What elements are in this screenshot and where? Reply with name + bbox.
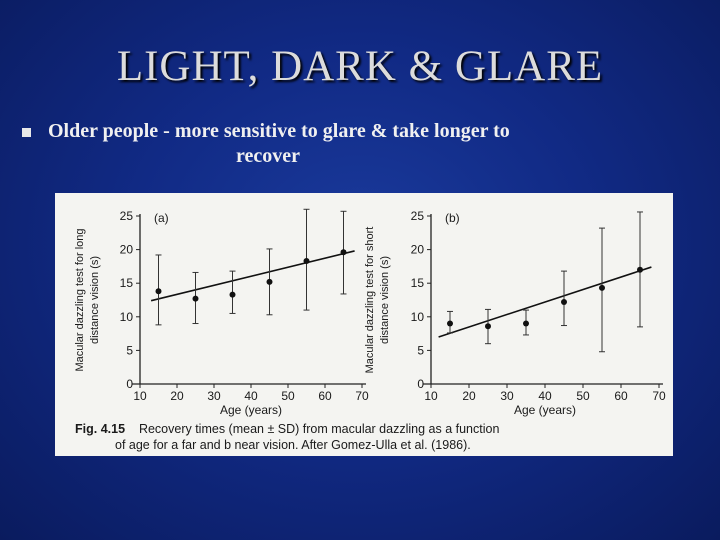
y-tick-label: 15 <box>120 276 134 290</box>
y-tick-label: 0 <box>417 377 424 391</box>
caption-line-2: of age for a far and b near vision. Afte… <box>115 438 471 452</box>
y-tick-label: 15 <box>411 276 425 290</box>
data-point <box>599 284 605 291</box>
data-point <box>266 278 273 285</box>
x-tick-label: 40 <box>538 389 552 403</box>
caption-prefix: Fig. 4.15 <box>75 422 126 436</box>
y-axis-label-line-1: Macular dazzling test for short <box>364 227 376 374</box>
y-tick-label: 10 <box>120 310 134 324</box>
x-tick-label: 60 <box>614 389 628 403</box>
x-tick-label: 70 <box>355 389 369 403</box>
square-bullet-icon <box>22 128 31 137</box>
x-tick-label: 30 <box>500 389 514 403</box>
data-point <box>229 291 236 298</box>
y-tick-label: 0 <box>126 377 133 391</box>
y-tick-label: 20 <box>411 243 425 257</box>
x-axis-label: Age (years) <box>220 403 282 417</box>
bullet-text-line-2: recover <box>236 145 301 167</box>
trend-line <box>438 266 652 338</box>
chart-panel-a: 0 5 10 15 20 25 10 20 30 40 50 60 70 Age (years) Macul… <box>74 208 369 417</box>
x-tick-label: 10 <box>133 389 147 403</box>
x-tick-label: 70 <box>652 389 666 403</box>
x-tick-label: 40 <box>244 389 258 403</box>
y-tick-label: 25 <box>411 209 425 223</box>
x-tick-label: 30 <box>207 389 221 403</box>
chart-panel-b: 0 5 10 15 20 25 10 20 30 40 50 60 70 Age (years) Macul… <box>364 209 666 417</box>
data-point <box>303 258 310 265</box>
x-tick-label: 50 <box>576 389 590 403</box>
y-tick-label: 5 <box>126 343 133 357</box>
y-tick-label: 5 <box>417 343 424 357</box>
trend-line <box>150 250 355 302</box>
data-point <box>523 320 529 327</box>
data-point <box>155 288 162 295</box>
x-tick-label: 60 <box>318 389 332 403</box>
caption-line-1: Fig. 4.15 Recovery times (mean ± SD) fro… <box>75 421 665 437</box>
y-axis-label-line-1: Macular dazzling test for long <box>74 228 86 371</box>
y-tick-label: 20 <box>120 243 134 257</box>
y-axis-label-line-2: distance vision (s) <box>89 256 101 344</box>
x-tick-label: 50 <box>281 389 295 403</box>
slide-title: LIGHT, DARK & GLARE <box>116 43 604 90</box>
data-point <box>561 299 567 306</box>
panel-label: (b) <box>445 211 460 225</box>
data-point <box>340 249 347 256</box>
y-axis-label-line-2: distance vision (s) <box>379 256 391 344</box>
x-axis-label: Age (years) <box>514 403 576 417</box>
figure-caption: Fig. 4.15 Recovery times (mean ± SD) fro… <box>75 421 665 453</box>
data-point <box>447 320 453 327</box>
data-point <box>637 266 643 273</box>
x-tick-label: 20 <box>462 389 476 403</box>
data-point <box>192 295 199 302</box>
y-tick-label: 25 <box>120 209 134 223</box>
bullet-text: Older people - more sensitive to glare &… <box>48 119 648 169</box>
y-tick-label: 10 <box>411 310 425 324</box>
panel-label: (a) <box>154 211 169 225</box>
x-tick-label: 10 <box>424 389 438 403</box>
data-point <box>485 323 491 330</box>
caption-text-1: Recovery times (mean ± SD) from macular … <box>138 422 500 436</box>
x-tick-label: 20 <box>170 389 184 403</box>
figure-panel: 0 5 10 15 20 25 10 20 30 40 50 60 70 Age (years) Macul… <box>55 193 673 456</box>
bullet-text-line-1: Older people - more sensitive to glare &… <box>48 120 510 142</box>
